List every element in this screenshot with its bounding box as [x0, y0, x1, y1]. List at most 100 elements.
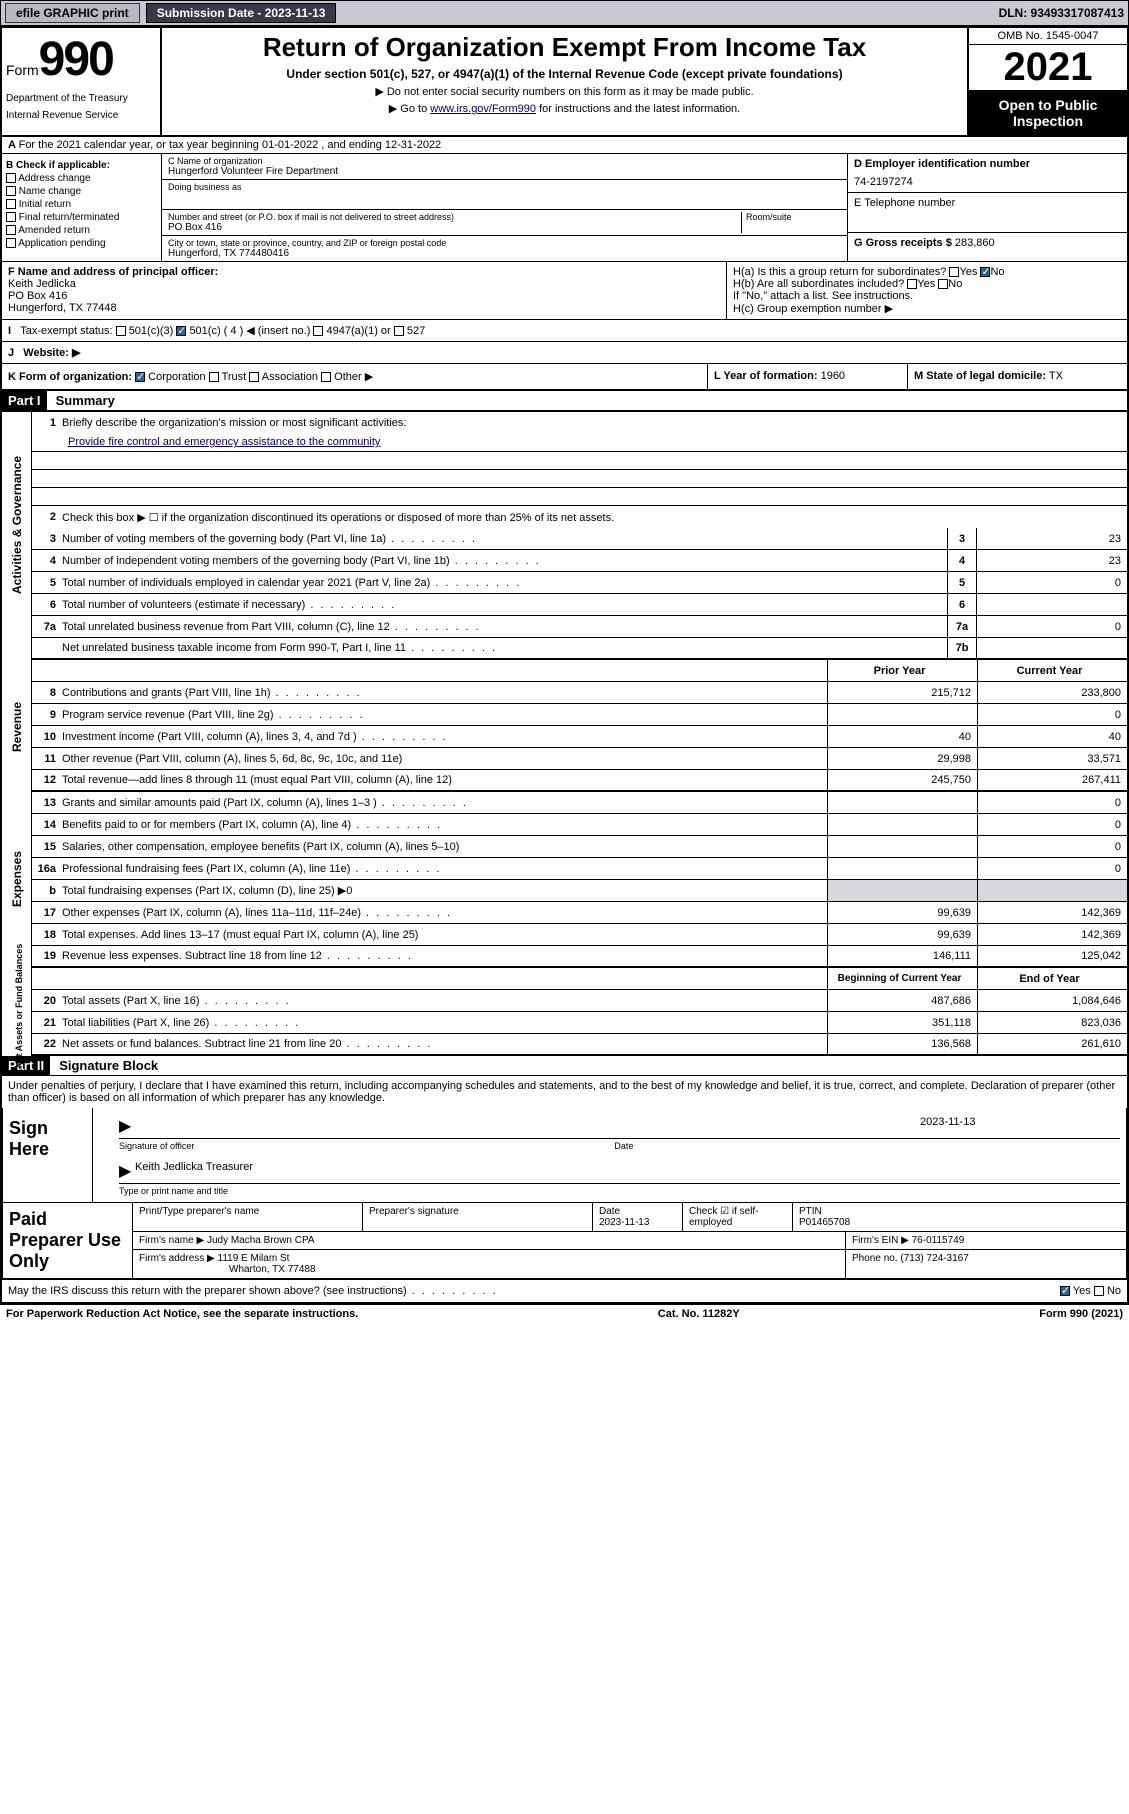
- footer-mid: Cat. No. 11282Y: [658, 1308, 740, 1320]
- officer-addr2: Hungerford, TX 77448: [8, 302, 117, 314]
- line8: 8Contributions and grants (Part VIII, li…: [32, 682, 1127, 704]
- expenses-section: Expenses 13Grants and similar amounts pa…: [2, 792, 1127, 968]
- summary-table: Activities & Governance 1Briefly describ…: [2, 412, 1127, 660]
- prep-date: Date2023-11-13: [593, 1203, 683, 1231]
- part1-badge: Part I: [2, 391, 47, 410]
- address-row: Number and street (or P.O. box if mail i…: [162, 210, 847, 236]
- chk-final[interactable]: Final return/terminated: [6, 212, 157, 223]
- prep-row1: Print/Type preparer's name Preparer's si…: [133, 1203, 1126, 1232]
- org-name-row: C Name of organization Hungerford Volunt…: [162, 154, 847, 180]
- mission-line: Provide fire control and emergency assis…: [32, 434, 1127, 452]
- page-footer: For Paperwork Reduction Act Notice, see …: [0, 1305, 1129, 1323]
- mission-blank1: [32, 452, 1127, 470]
- line9: 9Program service revenue (Part VIII, lin…: [32, 704, 1127, 726]
- gross-cell: G Gross receipts $ 283,860: [848, 233, 1127, 253]
- row-a-tax-year: A For the 2021 calendar year, or tax yea…: [2, 137, 1127, 154]
- line7b: Net unrelated business taxable income fr…: [32, 638, 1127, 660]
- hb-no[interactable]: [938, 279, 948, 289]
- efile-print-button[interactable]: efile GRAPHIC print: [5, 3, 140, 23]
- firm-phone: Phone no. (713) 724-3167: [846, 1250, 1126, 1278]
- section-b-mid: C Name of organization Hungerford Volunt…: [162, 154, 847, 261]
- section-b-checkboxes: B Check if applicable: Address change Na…: [2, 154, 162, 261]
- ha-no[interactable]: [980, 267, 990, 277]
- chk-501c3[interactable]: [116, 326, 126, 336]
- arrow-icon: ▶: [119, 1116, 135, 1136]
- tax-year: 2021: [969, 45, 1127, 91]
- mission-link[interactable]: Provide fire control and emergency assis…: [68, 436, 380, 448]
- line10: 10Investment income (Part VIII, column (…: [32, 726, 1127, 748]
- footer-left: For Paperwork Reduction Act Notice, see …: [6, 1308, 358, 1320]
- line14: 14Benefits paid to or for members (Part …: [32, 814, 1127, 836]
- sign-here-label: Sign Here: [3, 1108, 93, 1202]
- ein-cell: D Employer identification number 74-2197…: [848, 154, 1127, 193]
- line17: 17Other expenses (Part IX, column (A), l…: [32, 902, 1127, 924]
- chk-initial[interactable]: Initial return: [6, 199, 157, 210]
- line4: 4Number of independent voting members of…: [32, 550, 1127, 572]
- line7a: 7aTotal unrelated business revenue from …: [32, 616, 1127, 638]
- part1-header: Part I Summary: [2, 391, 1127, 412]
- arrow-icon: ▶: [119, 1161, 135, 1181]
- top-bar: efile GRAPHIC print Submission Date - 20…: [0, 0, 1129, 26]
- chk-corp[interactable]: [135, 372, 145, 382]
- vtab-revenue: Revenue: [2, 660, 32, 792]
- section-klm: K Form of organization: Corporation Trus…: [2, 364, 1127, 391]
- part2-title: Signature Block: [53, 1056, 164, 1075]
- open-line1: Open to Public: [973, 97, 1123, 113]
- chk-address[interactable]: Address change: [6, 173, 157, 184]
- dept-treasury: Department of the Treasury: [6, 93, 156, 104]
- may-irs-row: May the IRS discuss this return with the…: [2, 1279, 1127, 1303]
- prep-row3: Firm's address ▶ 1119 E Milam StWharton,…: [133, 1250, 1126, 1278]
- chk-501c[interactable]: [176, 326, 186, 336]
- city-row: City or town, state or province, country…: [162, 236, 847, 261]
- officer-name: Keith Jedlicka: [8, 278, 76, 290]
- dba-label: Doing business as: [168, 182, 841, 192]
- chk-name[interactable]: Name change: [6, 186, 157, 197]
- l-year: L Year of formation: 1960: [707, 364, 907, 389]
- form-title: Return of Organization Exempt From Incom…: [170, 32, 959, 63]
- line2: 2Check this box ▶ ☐ if the organization …: [32, 506, 1127, 528]
- room-suite: Room/suite: [741, 212, 841, 233]
- hb-yes[interactable]: [907, 279, 917, 289]
- line11: 11Other revenue (Part VIII, column (A), …: [32, 748, 1127, 770]
- prep-sig-hdr: Preparer's signature: [363, 1203, 593, 1231]
- may-irs-no[interactable]: [1094, 1286, 1104, 1296]
- vtab-activities: Activities & Governance: [2, 412, 32, 660]
- vtab-expenses: Expenses: [2, 792, 32, 968]
- header-mid: Return of Organization Exempt From Incom…: [162, 28, 967, 135]
- line3: 3Number of voting members of the governi…: [32, 528, 1127, 550]
- line1: 1Briefly describe the organization's mis…: [32, 412, 1127, 434]
- netassets-section: Net Assets or Fund Balances Beginning of…: [2, 968, 1127, 1056]
- d-label: D Employer identification number: [854, 158, 1121, 170]
- chk-4947[interactable]: [313, 326, 323, 336]
- chk-527[interactable]: [394, 326, 404, 336]
- prep-name-hdr: Print/Type preparer's name: [133, 1203, 363, 1231]
- gross-value: 283,860: [955, 237, 995, 249]
- ha-row: H(a) Is this a group return for subordin…: [733, 266, 1121, 278]
- chk-other[interactable]: [321, 372, 331, 382]
- f-officer: F Name and address of principal officer:…: [2, 262, 727, 319]
- m-state: M State of legal domicile: TX: [907, 364, 1127, 389]
- firm-ein: Firm's EIN ▶ 76-0115749: [846, 1232, 1126, 1249]
- ha-yes[interactable]: [949, 267, 959, 277]
- part1-title: Summary: [50, 391, 121, 410]
- vtab-netassets: Net Assets or Fund Balances: [2, 968, 32, 1056]
- prep-row2: Firm's name ▶ Judy Macha Brown CPA Firm'…: [133, 1232, 1126, 1250]
- net-hdr: Beginning of Current YearEnd of Year: [32, 968, 1127, 990]
- ein-value: 74-2197274: [854, 176, 1121, 188]
- irs-link[interactable]: www.irs.gov/Form990: [430, 103, 536, 115]
- hc-row: H(c) Group exemption number ▶: [733, 302, 1121, 315]
- addr-value: PO Box 416: [168, 222, 741, 233]
- may-irs-yes[interactable]: [1060, 1286, 1070, 1296]
- line22: 22Net assets or fund balances. Subtract …: [32, 1034, 1127, 1056]
- prep-selfemp: Check ☑ if self-employed: [683, 1203, 793, 1231]
- chk-pending[interactable]: Application pending: [6, 238, 157, 249]
- submission-date-button[interactable]: Submission Date - 2023-11-13: [146, 3, 337, 23]
- chk-trust[interactable]: [209, 372, 219, 382]
- preparer-fields: Print/Type preparer's name Preparer's si…: [133, 1203, 1126, 1278]
- sign-block: Sign Here ▶2023-11-13 Signature of offic…: [2, 1108, 1127, 1203]
- chk-amended[interactable]: Amended return: [6, 225, 157, 236]
- line13: 13Grants and similar amounts paid (Part …: [32, 792, 1127, 814]
- chk-assoc[interactable]: [249, 372, 259, 382]
- k-form-org: K Form of organization: Corporation Trus…: [2, 364, 707, 389]
- line5: 5Total number of individuals employed in…: [32, 572, 1127, 594]
